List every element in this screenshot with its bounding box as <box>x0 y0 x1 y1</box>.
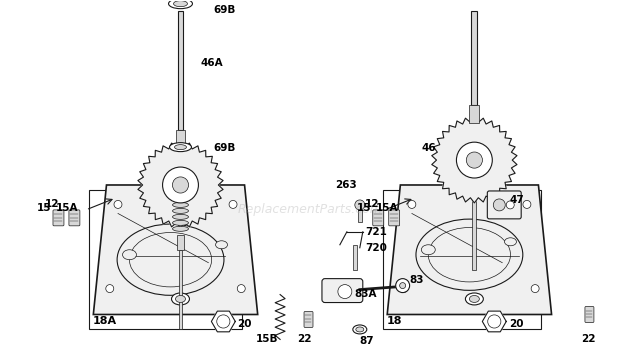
Circle shape <box>106 285 113 293</box>
Bar <box>383 190 541 329</box>
Text: 69B: 69B <box>213 5 236 15</box>
Ellipse shape <box>466 293 484 305</box>
Polygon shape <box>211 311 235 332</box>
Ellipse shape <box>356 327 364 332</box>
FancyBboxPatch shape <box>487 191 521 219</box>
Polygon shape <box>94 185 258 314</box>
Text: 18: 18 <box>387 316 402 327</box>
Text: ReplacementParts.com: ReplacementParts.com <box>237 203 383 216</box>
Ellipse shape <box>130 233 211 287</box>
Circle shape <box>229 201 237 209</box>
Circle shape <box>396 278 410 293</box>
Circle shape <box>217 315 230 328</box>
Text: 22: 22 <box>297 335 311 344</box>
Text: 721: 721 <box>365 227 387 237</box>
Bar <box>472 180 476 270</box>
Text: 15B: 15B <box>256 335 279 344</box>
Circle shape <box>114 201 122 209</box>
Bar <box>353 245 357 270</box>
Bar <box>179 250 182 329</box>
Circle shape <box>400 282 405 289</box>
Text: 46: 46 <box>422 143 436 153</box>
Bar <box>175 130 185 148</box>
Circle shape <box>338 285 352 298</box>
Text: 15A: 15A <box>376 203 398 213</box>
Ellipse shape <box>123 250 136 260</box>
FancyBboxPatch shape <box>53 210 64 226</box>
Circle shape <box>172 177 188 193</box>
Circle shape <box>355 200 365 210</box>
Ellipse shape <box>416 219 523 290</box>
Bar <box>471 11 477 105</box>
Bar <box>177 235 185 250</box>
Circle shape <box>162 167 198 203</box>
Text: 46A: 46A <box>200 59 223 68</box>
Ellipse shape <box>172 202 188 207</box>
Ellipse shape <box>172 293 190 305</box>
Text: 12: 12 <box>365 199 379 209</box>
Ellipse shape <box>169 0 192 9</box>
Polygon shape <box>432 117 517 203</box>
Ellipse shape <box>172 214 188 219</box>
Circle shape <box>494 199 505 211</box>
Bar <box>177 11 184 130</box>
FancyBboxPatch shape <box>389 210 400 226</box>
Circle shape <box>456 142 492 178</box>
Ellipse shape <box>172 209 188 213</box>
Text: 22: 22 <box>581 335 595 344</box>
Polygon shape <box>388 185 552 314</box>
Circle shape <box>237 285 246 293</box>
Text: 12: 12 <box>45 199 59 209</box>
Circle shape <box>507 201 514 209</box>
Ellipse shape <box>428 228 510 282</box>
Ellipse shape <box>174 145 187 150</box>
Ellipse shape <box>353 325 367 334</box>
Circle shape <box>531 285 539 293</box>
Circle shape <box>488 315 501 328</box>
Ellipse shape <box>469 296 479 302</box>
Text: 69B: 69B <box>213 143 236 153</box>
Bar <box>358 210 362 222</box>
Text: 15A: 15A <box>56 203 79 213</box>
Circle shape <box>466 152 482 168</box>
Bar <box>89 190 242 329</box>
Bar <box>469 105 479 123</box>
FancyBboxPatch shape <box>304 312 313 328</box>
Polygon shape <box>138 142 223 228</box>
Text: 15: 15 <box>357 203 371 213</box>
Text: 18A: 18A <box>93 316 117 327</box>
Text: 720: 720 <box>365 243 387 253</box>
Text: 20: 20 <box>509 320 524 329</box>
Text: 263: 263 <box>335 180 356 190</box>
FancyBboxPatch shape <box>585 306 594 323</box>
Text: 15: 15 <box>37 203 51 213</box>
Ellipse shape <box>172 226 188 231</box>
Text: 83A: 83A <box>355 289 378 298</box>
Text: 83: 83 <box>410 274 424 285</box>
Text: 87: 87 <box>360 336 374 347</box>
Ellipse shape <box>216 241 228 249</box>
Circle shape <box>408 201 416 209</box>
Text: 20: 20 <box>237 320 252 329</box>
Ellipse shape <box>175 296 185 302</box>
FancyBboxPatch shape <box>373 210 384 226</box>
Ellipse shape <box>172 220 188 225</box>
FancyBboxPatch shape <box>322 278 363 302</box>
Text: 47: 47 <box>509 195 524 205</box>
Circle shape <box>400 285 407 293</box>
Ellipse shape <box>174 1 187 7</box>
Ellipse shape <box>169 143 192 152</box>
Ellipse shape <box>117 224 224 295</box>
FancyBboxPatch shape <box>69 210 80 226</box>
Ellipse shape <box>422 245 435 255</box>
Polygon shape <box>482 311 507 332</box>
Circle shape <box>523 201 531 209</box>
Ellipse shape <box>505 238 516 246</box>
